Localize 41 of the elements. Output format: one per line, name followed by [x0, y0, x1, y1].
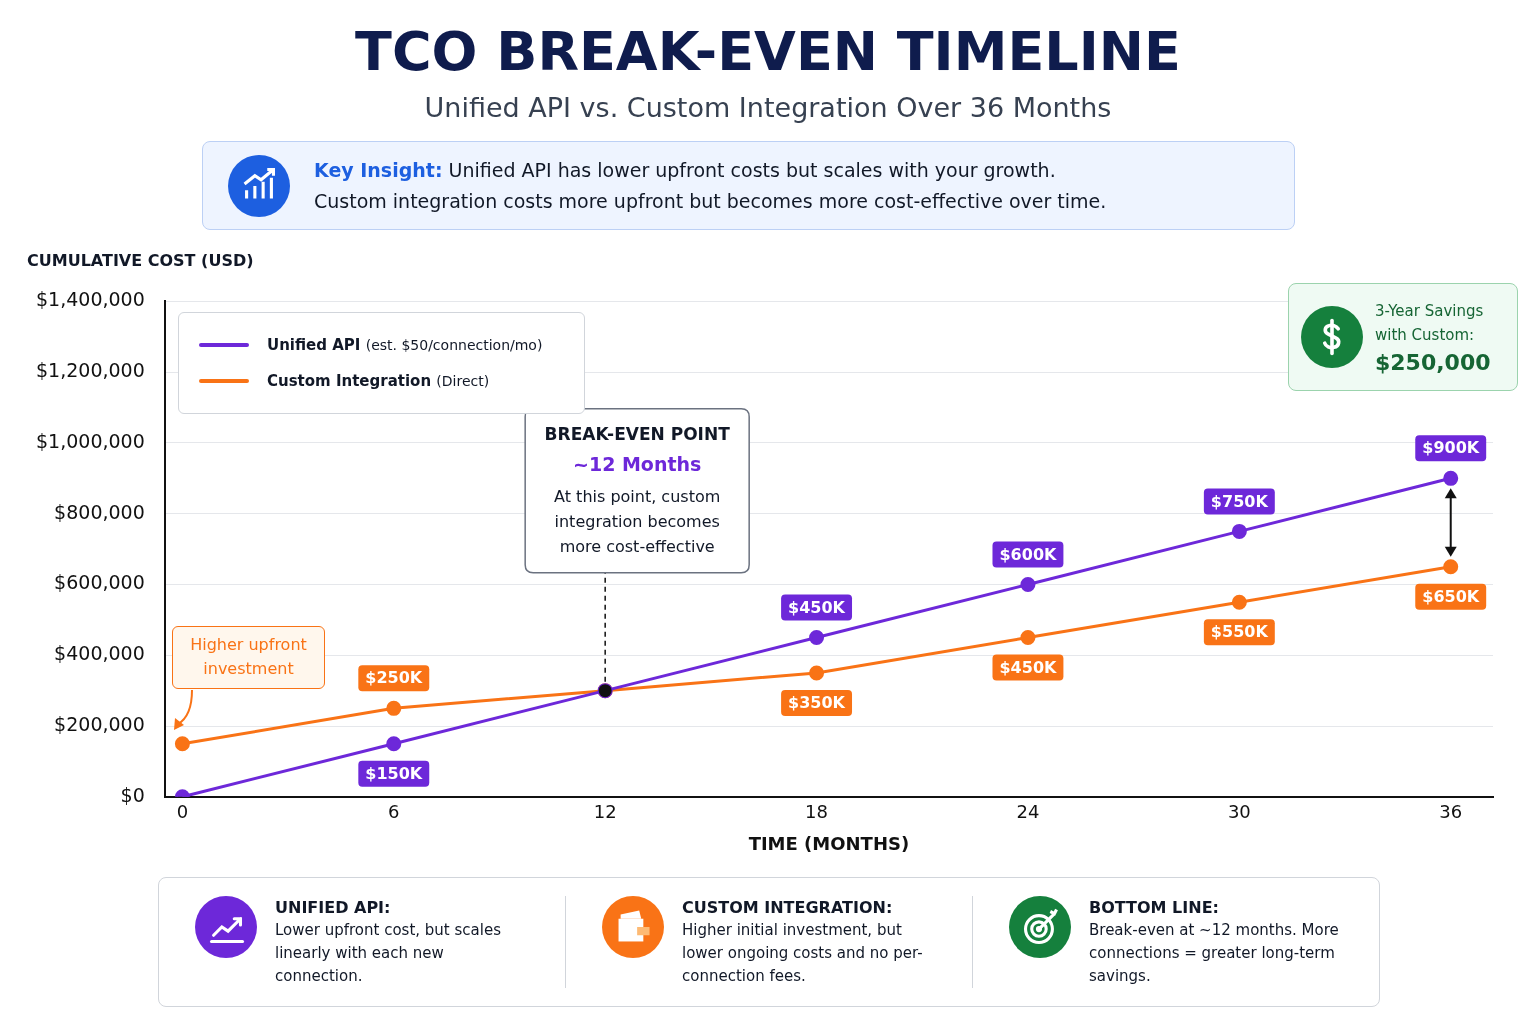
data-label: $650K — [1422, 586, 1480, 606]
legend: Unified API (est. $50/connection/mo) Custom Integration (Direct) — [178, 312, 585, 414]
y-tick-label: $1,200,000 — [35, 359, 145, 382]
x-tick-label: 6 — [388, 801, 400, 823]
text: BOTTOM LINE: Break-even at ~12 months. More connections = greater long-term savings. — [1089, 897, 1339, 987]
y-axis-title: CUMULATIVE COST (USD) — [27, 251, 254, 270]
annotation: Higher upfront investment — [189, 634, 308, 680]
x-tick-label: 18 — [805, 801, 829, 823]
text: CUSTOM INTEGRATION: Higher initial investment, but lower ongoing costs and no per-connection fees. — [682, 897, 924, 987]
data-label: $450K — [788, 597, 846, 617]
x-tick-label: 12 — [593, 801, 617, 823]
data-label: $150K — [365, 763, 423, 783]
text: UNIFIED API: Lower upfront cost, but scales linearly with each new connection. — [275, 897, 502, 987]
data-label: $450K — [999, 657, 1058, 677]
y-tick-label: $1,400,000 — [35, 288, 145, 311]
data-label: $750K — [1210, 491, 1269, 511]
data-label: $600K — [999, 544, 1058, 564]
text: Key Insight: Unified API has lower upfront costs but scales with your growth. Custom integration costs more upfront but becomes more cost-effective over time. — [314, 158, 1107, 214]
x-tick-label: 24 — [1016, 801, 1040, 823]
x-axis-title: TIME (MONTHS) — [748, 832, 910, 854]
y-tick-label: $200,000 — [54, 712, 145, 735]
savings-card: 3-Year Savings with Custom: $250,000 — [1288, 283, 1518, 391]
legend-label: Unified API (est. $50/connection/mo) — [267, 336, 543, 354]
data-label: $250K — [365, 668, 423, 688]
data-label: $550K — [1210, 622, 1269, 642]
y-tick-label: $600,000 — [54, 571, 145, 594]
chart-subtitle: Unified API vs. Custom Integration Over 36 Months — [423, 92, 1113, 123]
upfront-note: Higher upfront investment — [172, 626, 325, 689]
y-tick-label: $0 — [120, 783, 145, 806]
y-tick-label: $1,000,000 — [35, 429, 145, 452]
annotation: BREAK-EVEN POINT ~12 Months At this point, custom integration becomes more cost-effective — [544, 424, 731, 556]
x-tick-label: 30 — [1227, 801, 1251, 823]
chart-title: TCO BREAK-EVEN TIMELINE — [354, 20, 1182, 83]
data-label: $900K — [1422, 438, 1480, 458]
annotation: 3-Year Savings with Custom: $250,000 — [1375, 301, 1492, 375]
data-label: $350K — [788, 693, 846, 713]
y-tick-label: $400,000 — [54, 642, 145, 665]
y-tick-label: $800,000 — [54, 500, 145, 523]
x-tick-label: 36 — [1439, 801, 1463, 823]
legend-label: Custom Integration (Direct) — [267, 372, 490, 390]
x-tick-label: 0 — [176, 801, 189, 823]
